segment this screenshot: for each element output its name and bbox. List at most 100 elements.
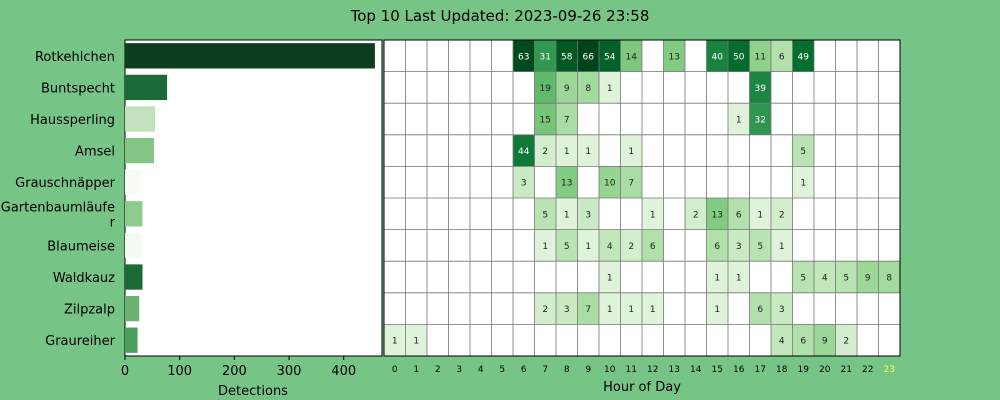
heatmap-cell-value: 11 bbox=[755, 52, 766, 62]
heatmap-cell bbox=[513, 166, 535, 198]
heatmap-cell bbox=[728, 103, 750, 135]
heatmap-cell bbox=[620, 166, 642, 198]
heatmap-cell bbox=[620, 292, 642, 325]
heatmap-cell-value: 31 bbox=[540, 52, 551, 62]
heatmap-cell bbox=[728, 40, 750, 72]
heatmap-cell-value: 8 bbox=[886, 274, 892, 284]
heatmap-cell-value: 15 bbox=[540, 116, 551, 126]
heatmap-cell bbox=[749, 103, 771, 135]
heatmap-cell-value: 32 bbox=[755, 116, 766, 126]
heatmap-cell-value: 6 bbox=[800, 337, 806, 347]
bar-x-tick-label: 200 bbox=[222, 364, 247, 379]
heatmap-cell-value: 3 bbox=[585, 210, 591, 220]
bar-category-label: Grauschnäpper bbox=[15, 176, 115, 191]
heatmap-cell-value: 1 bbox=[607, 305, 613, 315]
bar-category-label-line: Haussperling bbox=[30, 113, 115, 128]
heatmap-hour-label: 6 bbox=[521, 365, 527, 375]
heatmap-hour-label: 10 bbox=[604, 365, 616, 375]
heatmap-cell bbox=[878, 261, 900, 293]
heatmap-cell-value: 13 bbox=[712, 210, 723, 220]
heatmap-cell-value: 1 bbox=[607, 274, 613, 284]
heatmap-cell bbox=[620, 229, 642, 262]
heatmap-cell bbox=[513, 40, 535, 72]
heatmap-cell bbox=[577, 292, 599, 325]
bar-category-label-line: Rotkehlchen bbox=[35, 50, 115, 65]
bar-category-label-line: Blaumeise bbox=[47, 239, 115, 254]
heatmap-hour-label: 16 bbox=[733, 365, 745, 375]
heatmap-cell-value: 13 bbox=[669, 52, 680, 62]
heatmap-cell bbox=[534, 134, 556, 167]
heatmap-cell-value: 1 bbox=[714, 305, 720, 315]
heatmap-cell-value: 1 bbox=[628, 305, 634, 315]
heatmap-cell bbox=[620, 40, 642, 72]
heatmap-cell bbox=[577, 71, 599, 104]
heatmap-cell-value: 39 bbox=[755, 84, 767, 94]
heatmap-cell-value: 6 bbox=[757, 305, 763, 315]
heatmap-cell-value: 9 bbox=[865, 274, 871, 284]
heatmap-cell bbox=[728, 198, 750, 230]
heatmap-cell-value: 1 bbox=[650, 210, 656, 220]
heatmap-cell-value: 1 bbox=[392, 337, 398, 347]
heatmap-cell-value: 1 bbox=[757, 210, 763, 220]
heatmap-cell bbox=[792, 324, 814, 356]
bar bbox=[125, 232, 142, 259]
heatmap-hour-label: 20 bbox=[819, 365, 831, 375]
heatmap-cell bbox=[599, 261, 621, 293]
heatmap-cell bbox=[792, 166, 814, 198]
heatmap-cell-value: 2 bbox=[779, 210, 785, 220]
heatmap-cell bbox=[749, 40, 771, 72]
heatmap-cell-value: 8 bbox=[585, 84, 591, 94]
heatmap-cell bbox=[642, 292, 664, 325]
bar-category-label: Graureiher bbox=[45, 334, 116, 349]
heatmap-cell-value: 2 bbox=[843, 337, 849, 347]
bar bbox=[125, 43, 375, 69]
heatmap-cell-value: 66 bbox=[583, 52, 595, 62]
heatmap-cell bbox=[792, 134, 814, 167]
heatmap-hour-label: 8 bbox=[564, 365, 570, 375]
heatmap-cell-value: 4 bbox=[607, 242, 613, 252]
heatmap-cell bbox=[534, 40, 556, 72]
heatmap-hour-label: 9 bbox=[585, 365, 591, 375]
heatmap-hour-label: 0 bbox=[392, 365, 398, 375]
bar bbox=[125, 295, 140, 322]
bar bbox=[125, 169, 142, 195]
heatmap-cell bbox=[685, 198, 707, 230]
heatmap-hour-label: 3 bbox=[456, 365, 462, 375]
heatmap-cell bbox=[728, 229, 750, 262]
heatmap-hour-label: 4 bbox=[478, 365, 484, 375]
heatmap-cell-value: 14 bbox=[626, 52, 638, 62]
heatmap-hour-label: 22 bbox=[862, 365, 873, 375]
heatmap-hour-label: 23 bbox=[884, 365, 895, 375]
heatmap-cell-value: 7 bbox=[585, 305, 591, 315]
heatmap-cell bbox=[384, 324, 406, 356]
heatmap-cell-value: 2 bbox=[628, 242, 634, 252]
heatmap-cell bbox=[642, 229, 664, 262]
heatmap-cell bbox=[577, 134, 599, 167]
heatmap-cell bbox=[771, 198, 793, 230]
heatmap-cell bbox=[556, 229, 578, 262]
heatmap-cell bbox=[620, 134, 642, 167]
heatmap-cell-value: 63 bbox=[518, 52, 529, 62]
heatmap-cell bbox=[577, 229, 599, 262]
heatmap-cell-value: 2 bbox=[542, 147, 548, 157]
heatmap-cell bbox=[599, 71, 621, 104]
heatmap-cell bbox=[642, 198, 664, 230]
heatmap-hour-label: 17 bbox=[755, 365, 766, 375]
heatmap-hour-label: 14 bbox=[690, 365, 702, 375]
heatmap-cell-value: 5 bbox=[843, 274, 849, 284]
bar-category-label-line: Amsel bbox=[75, 145, 115, 160]
heatmap-cell-value: 44 bbox=[518, 147, 530, 157]
bar bbox=[125, 264, 143, 290]
heatmap-cell-value: 9 bbox=[564, 84, 570, 94]
heatmap-cell-value: 6 bbox=[779, 52, 785, 62]
heatmap-cell bbox=[835, 261, 857, 293]
heatmap-cell bbox=[771, 40, 793, 72]
bar-category-label-line: Grauschnäpper bbox=[15, 176, 115, 191]
heatmap-cell bbox=[534, 292, 556, 325]
heatmap-cell bbox=[556, 134, 578, 167]
heatmap-cell bbox=[749, 292, 771, 325]
heatmap-cell bbox=[835, 324, 857, 356]
heatmap-cell bbox=[792, 40, 814, 72]
heatmap-cell-value: 3 bbox=[564, 305, 570, 315]
